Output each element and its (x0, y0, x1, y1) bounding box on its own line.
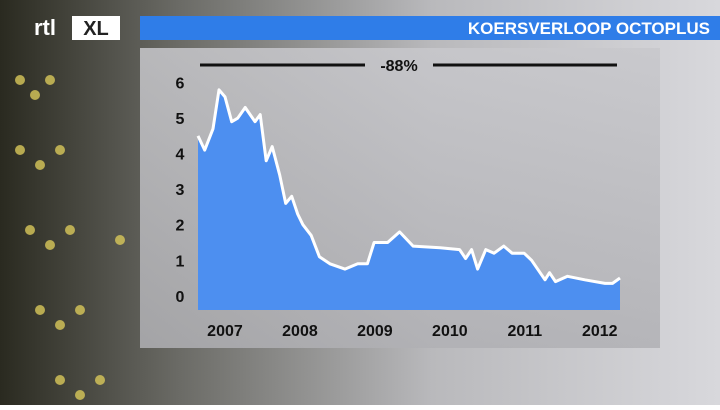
annotation: -88% (380, 58, 417, 75)
chart-title: KOERSVERLOOP OCTOPLUS (468, 19, 710, 38)
x-tick-label: 2011 (507, 323, 542, 340)
x-tick-label: 2010 (432, 323, 468, 340)
y-tick-label: 2 (176, 218, 185, 235)
y-tick-label: 5 (176, 111, 185, 128)
ticker-dots (15, 75, 125, 400)
x-tick-label: 2007 (207, 323, 243, 340)
logo-text: rtl (34, 15, 56, 40)
x-tick-label: 2012 (582, 323, 618, 340)
y-tick-label: 1 (176, 253, 185, 270)
x-tick-label: 2008 (282, 323, 318, 340)
y-tick-label: 3 (176, 182, 185, 199)
logo-badge-box (72, 16, 120, 40)
title-bar (140, 16, 720, 40)
y-tick-label: 6 (176, 76, 185, 93)
area (198, 89, 620, 310)
y-tick-label: 0 (176, 289, 185, 306)
line (196, 88, 621, 285)
plot: 0 1 2 3 4 5 6 2007 2008 2009 2010 2011 2012 (176, 76, 621, 340)
x-tick-label: 2009 (357, 323, 393, 340)
logo-badge: XL (83, 18, 109, 40)
y-tick-label: 4 (176, 147, 185, 164)
